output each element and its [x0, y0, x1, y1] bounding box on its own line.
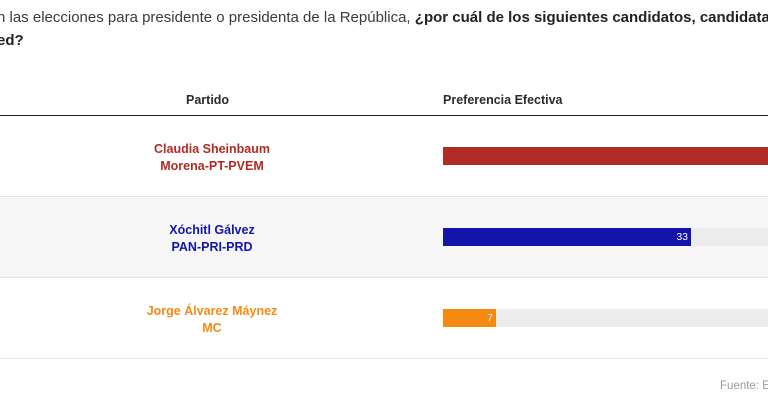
- candidate-name: Claudia Sheinbaum: [154, 142, 270, 156]
- bar-track: [443, 147, 768, 165]
- bar-value-label: 33: [676, 231, 688, 243]
- column-header-party: Partido: [186, 93, 230, 107]
- candidate-label: Jorge Álvarez Máynez MC: [110, 303, 314, 337]
- candidate-party: Morena-PT-PVEM: [160, 159, 264, 173]
- candidate-party: PAN-PRI-PRD: [171, 240, 253, 254]
- candidate-name: Xóchitl Gálvez: [169, 223, 255, 237]
- question-line2: ed?: [0, 32, 24, 49]
- candidate-label: Claudia Sheinbaum Morena-PT-PVEM: [110, 141, 314, 175]
- candidate-label: Xóchitl Gálvez PAN-PRI-PRD: [110, 222, 314, 256]
- bar-track: 33: [443, 228, 768, 246]
- table-row: Jorge Álvarez Máynez MC 7: [0, 278, 768, 359]
- candidate-party: MC: [202, 321, 222, 335]
- survey-question: n las elecciones para presidente o presi…: [0, 6, 768, 52]
- bar-value-label: 7: [487, 312, 493, 324]
- question-bold: ¿por cuál de los siguientes candidatos, …: [414, 9, 768, 26]
- results-table: Claudia Sheinbaum Morena-PT-PVEM Xóchitl G…: [0, 116, 768, 359]
- table-header: Partido Preferencia Efectiva: [0, 86, 768, 116]
- column-header-preference: Preferencia Efectiva: [443, 93, 563, 107]
- candidate-name: Jorge Álvarez Máynez: [146, 304, 278, 318]
- table-row: Claudia Sheinbaum Morena-PT-PVEM: [0, 116, 768, 197]
- bar: [443, 309, 496, 327]
- bar-track: 7: [443, 309, 768, 327]
- question-intro: n las elecciones para presidente o presi…: [0, 9, 415, 26]
- table-row: Xóchitl Gálvez PAN-PRI-PRD 33: [0, 197, 768, 278]
- source-note: Fuente: E: [720, 380, 768, 392]
- bar: [443, 147, 768, 165]
- bar: [443, 228, 691, 246]
